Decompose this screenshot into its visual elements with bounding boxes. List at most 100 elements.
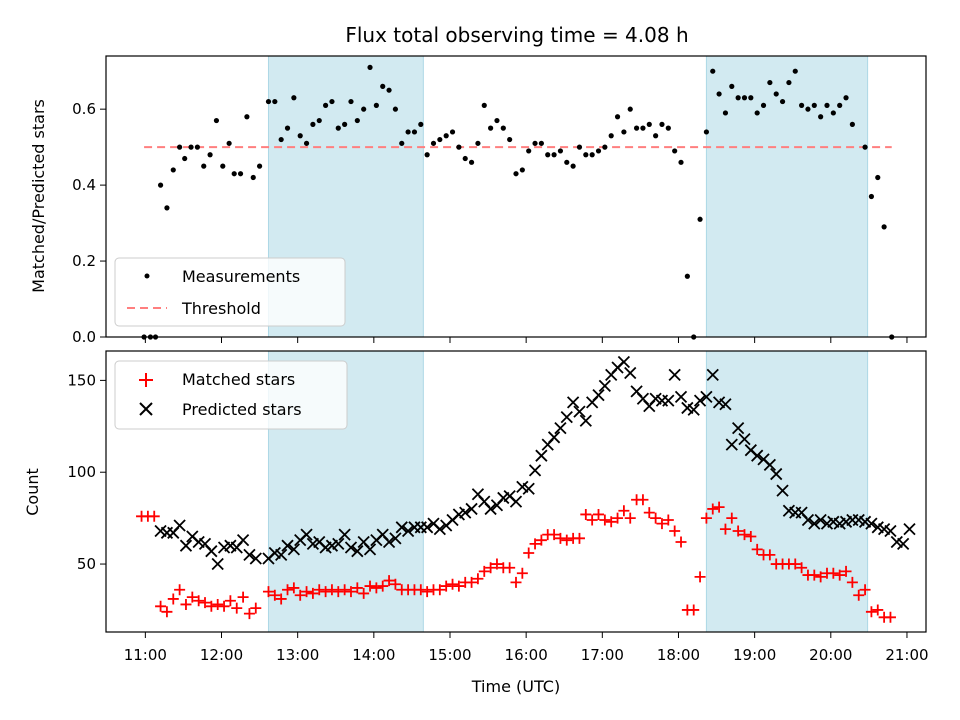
top-legend-box	[114, 257, 346, 327]
measurement-point	[576, 144, 583, 150]
measurement-point	[849, 121, 855, 127]
measurement-point	[538, 140, 544, 146]
measurement-point	[500, 125, 506, 131]
matched-star-point	[535, 534, 547, 546]
matched-star-point	[675, 536, 687, 548]
bottom-x-axis: 11:00 12:00 13:00 14:00 15:00 16:00 17:00 18:00…	[124, 632, 929, 664]
measurement-point	[303, 140, 310, 146]
predicted-star-point	[338, 528, 351, 541]
matched-star-point	[345, 586, 357, 598]
matched-star-point	[808, 569, 820, 581]
top-y-axis-label: Matched/Predicted stars	[29, 99, 48, 293]
matched-star-point	[212, 598, 224, 610]
measurement-point	[621, 129, 627, 135]
measurement-point	[188, 144, 194, 150]
matched-star-point	[231, 602, 243, 614]
measurement-point	[710, 68, 716, 74]
matched-star-point	[472, 573, 484, 585]
predicted-star-point	[528, 464, 542, 477]
measurement-point	[244, 114, 250, 120]
predicted-star-point	[573, 405, 586, 418]
predicted-star-point	[884, 524, 897, 538]
predicted-star-point	[731, 422, 745, 435]
matched-star-point	[301, 586, 313, 598]
predicted-star-point	[275, 548, 288, 561]
bottom-shaded-intervals	[267, 350, 869, 633]
matched-star-point	[243, 608, 255, 620]
matched-star-point	[326, 584, 338, 596]
matched-star-point	[846, 576, 858, 588]
measurement-point	[475, 140, 481, 146]
measurement-point	[811, 102, 817, 108]
matched-star-point	[751, 543, 763, 555]
matched-star-point	[662, 514, 674, 526]
predicted-star-point	[395, 521, 408, 534]
measurement-point	[818, 114, 824, 120]
matched-star-point	[320, 586, 332, 598]
matched-star-point	[872, 604, 884, 616]
matched-star-point	[434, 584, 446, 596]
measurement-point	[862, 144, 868, 150]
matched-star-point	[726, 512, 738, 524]
matched-star-point	[865, 606, 877, 618]
predicted-star-point	[706, 368, 719, 382]
measurement-point	[760, 102, 767, 108]
predicted-star-point	[814, 513, 827, 527]
matched-star-point	[624, 512, 636, 524]
matched-star-point	[447, 578, 459, 590]
matched-stars-series	[136, 494, 896, 623]
measurement-point	[265, 98, 272, 105]
matched-star-point	[377, 580, 389, 592]
matched-star-point	[650, 512, 662, 524]
predicted-star-point	[808, 517, 821, 530]
measurement-point	[220, 163, 226, 169]
matched-star-point	[180, 598, 192, 610]
matched-star-point	[383, 575, 395, 587]
x-tick-label: 17:00	[581, 646, 624, 664]
x-tick-label: 21:00	[885, 646, 928, 664]
measurement-point	[237, 171, 244, 177]
measurement-point	[373, 102, 379, 108]
predicted-star-point	[363, 543, 377, 556]
predicted-star-point	[554, 422, 567, 435]
measurement-point	[684, 273, 690, 279]
y-tick-label: 0.4	[72, 176, 96, 194]
measurement-point	[792, 68, 798, 74]
matched-star-point	[478, 565, 490, 577]
matched-star-point	[688, 604, 700, 616]
y-tick-label: 100	[67, 463, 96, 481]
measurement-point	[519, 167, 525, 173]
legend-measurements-label: Measurements	[182, 267, 300, 286]
measurement-point	[348, 98, 354, 105]
y-tick-label: 0.2	[72, 252, 96, 270]
predicted-star-point	[687, 403, 700, 416]
matched-star-point	[764, 549, 776, 561]
y-tick-label: 0.6	[72, 100, 96, 118]
y-tick-label: 50	[77, 555, 96, 573]
measurement-point	[462, 155, 468, 162]
measurement-point	[881, 224, 887, 230]
matched-star-point	[186, 591, 198, 603]
measurement-point	[424, 152, 430, 158]
matched-star-point	[593, 508, 605, 520]
measurement-point	[278, 136, 284, 143]
matched-star-point	[199, 597, 211, 609]
predicted-star-point	[693, 394, 707, 407]
matched-star-point	[815, 571, 827, 583]
measurement-point	[735, 95, 741, 101]
top-legend: Measurements Threshold	[114, 257, 346, 327]
legend-measurements-marker	[144, 273, 150, 279]
measurement-point	[367, 64, 373, 70]
measurement-point	[748, 95, 754, 101]
matched-star-point	[491, 558, 503, 570]
matched-star-point	[834, 569, 846, 581]
measurement-point	[633, 125, 640, 131]
measurement-point	[640, 125, 646, 131]
matched-star-point	[250, 602, 262, 614]
predicted-star-point	[719, 398, 732, 411]
measurement-point	[773, 91, 779, 97]
predicted-star-point	[332, 537, 345, 550]
measurement-point	[526, 148, 532, 154]
chart-title: Flux total observing time = 4.08 h	[345, 23, 688, 47]
